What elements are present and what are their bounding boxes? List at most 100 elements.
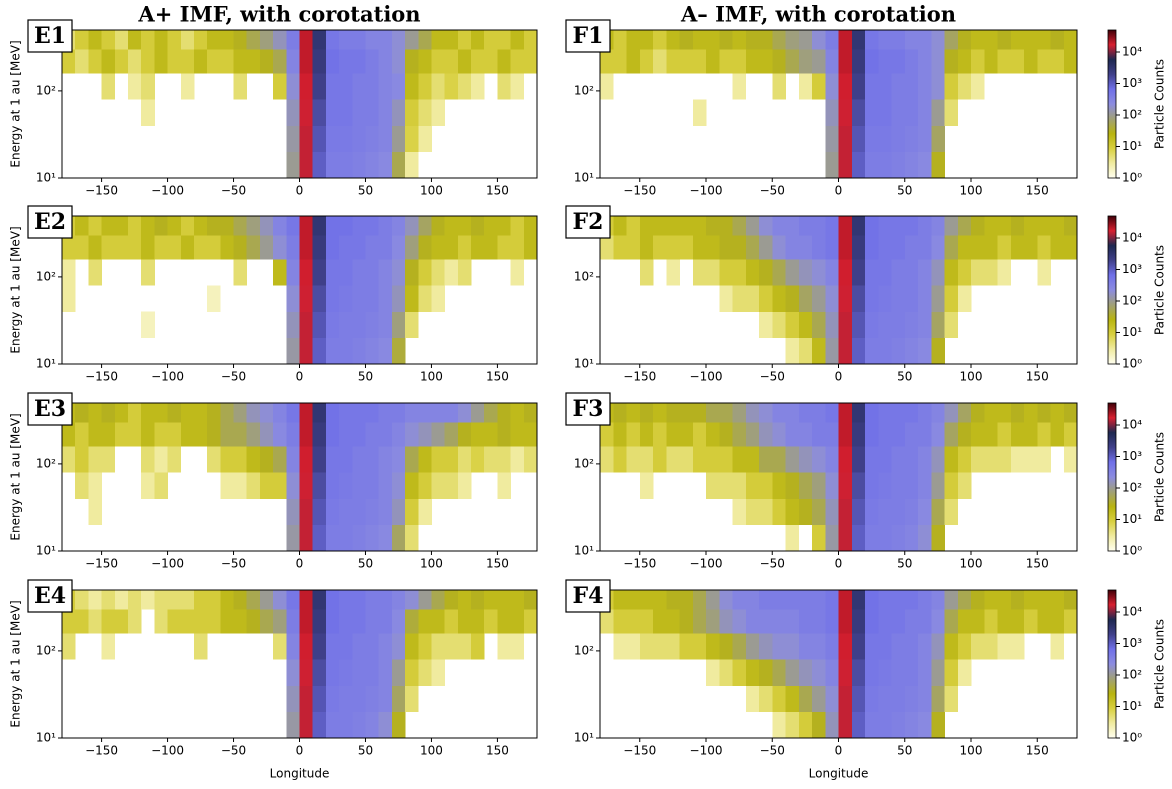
- heat-cell: [325, 30, 340, 50]
- heat-cell: [405, 609, 419, 634]
- heat-cell: [75, 609, 89, 634]
- heat-cell: [418, 633, 432, 660]
- heat-cell: [984, 49, 998, 74]
- heat-cell: [141, 590, 155, 610]
- heat-cell: [838, 711, 853, 739]
- heat-cell: [931, 659, 945, 686]
- heat-cell: [878, 311, 892, 339]
- heat-cell: [378, 337, 393, 365]
- heat-cell: [679, 422, 694, 447]
- heat-cell: [312, 472, 327, 499]
- heat-cell: [141, 311, 155, 339]
- heat-cell: [510, 259, 525, 286]
- heat-cell: [127, 422, 142, 447]
- heat-cell: [1010, 609, 1025, 634]
- colorbar-tick-label: 10²: [1122, 294, 1142, 308]
- heat-cell: [931, 125, 945, 153]
- heat-cell: [878, 524, 892, 552]
- heat-cell: [825, 216, 839, 236]
- heat-cell: [865, 30, 879, 50]
- heat-cell: [220, 235, 234, 260]
- heat-cell: [639, 422, 654, 447]
- heat-cell: [851, 659, 866, 686]
- heat-cell: [865, 216, 879, 236]
- heat-cell: [931, 524, 945, 552]
- heat-cell: [666, 216, 680, 236]
- heat-cell: [325, 422, 340, 447]
- colorbar-tick-label: 10¹: [1122, 699, 1142, 713]
- heat-cell: [692, 235, 707, 260]
- heat-cell: [865, 633, 879, 660]
- heat-cell: [692, 99, 707, 126]
- heat-cell: [365, 235, 380, 260]
- heat-cell: [391, 403, 406, 423]
- heat-cell: [825, 403, 839, 423]
- heat-cell: [626, 590, 641, 610]
- heat-cell: [706, 590, 720, 610]
- heat-cell: [944, 590, 959, 610]
- heat-cell: [891, 633, 906, 660]
- heat-cell: [299, 446, 314, 473]
- heat-cell: [772, 711, 786, 739]
- heat-cell: [101, 216, 116, 236]
- heat-cell: [878, 49, 892, 74]
- heat-cell: [639, 609, 654, 634]
- heat-cell: [772, 49, 786, 74]
- panel-label-box: [565, 19, 611, 53]
- panel-label-box: [565, 205, 611, 239]
- heat-cell: [944, 403, 959, 423]
- heat-cell: [365, 30, 380, 50]
- heat-cell: [114, 49, 129, 74]
- heat-cell: [825, 524, 839, 552]
- heat-cell: [431, 472, 446, 499]
- heat-cell: [431, 49, 446, 74]
- heat-cell: [101, 609, 116, 634]
- heat-cell: [391, 590, 406, 610]
- heat-cell: [904, 633, 919, 660]
- heat-cell: [878, 30, 892, 50]
- heat-cell: [732, 498, 747, 526]
- heat-cell: [193, 30, 208, 50]
- x-tick-label: 50: [358, 557, 373, 571]
- heat-cell: [984, 633, 998, 660]
- heat-cell: [851, 99, 866, 126]
- heat-cell: [812, 609, 826, 634]
- heat-cell: [405, 151, 419, 179]
- heat-cell: [167, 216, 182, 236]
- heat-cell: [325, 151, 340, 179]
- heat-cell: [931, 609, 945, 634]
- heat-cell: [785, 590, 800, 610]
- heat-cell: [62, 609, 76, 634]
- heat-cell: [732, 403, 747, 423]
- heat-cell: [984, 235, 998, 260]
- heat-cell: [600, 73, 614, 100]
- heat-cell: [220, 472, 234, 499]
- heat-cell: [745, 685, 760, 713]
- heat-cell: [207, 285, 221, 312]
- heat-cell: [418, 216, 432, 236]
- heat-cell: [798, 685, 813, 713]
- colorbar-tick-label: 10⁴: [1122, 418, 1142, 432]
- heat-cell: [484, 590, 498, 610]
- heat-cell: [931, 99, 945, 126]
- heat-cell: [141, 446, 155, 473]
- y-tick-label: 10²: [574, 83, 594, 97]
- heat-cell: [299, 99, 314, 126]
- heat-cell: [286, 235, 300, 260]
- heat-cell: [193, 216, 208, 236]
- x-tick-label: −50: [760, 744, 785, 758]
- heat-cell: [497, 30, 512, 50]
- heat-cell: [653, 403, 667, 423]
- heat-cell: [431, 590, 446, 610]
- y-tick-label: 10¹: [36, 731, 56, 745]
- heat-cell: [971, 30, 985, 50]
- panel-label-box: [565, 392, 611, 426]
- heat-cell: [931, 633, 945, 660]
- colorbar-tick-label: 10⁰: [1122, 731, 1142, 745]
- heat-cell: [838, 609, 853, 634]
- heat-cell: [471, 235, 485, 260]
- heat-cell: [339, 685, 353, 713]
- heat-cell: [259, 30, 274, 50]
- heat-cell: [312, 337, 327, 365]
- heat-cell: [613, 446, 627, 473]
